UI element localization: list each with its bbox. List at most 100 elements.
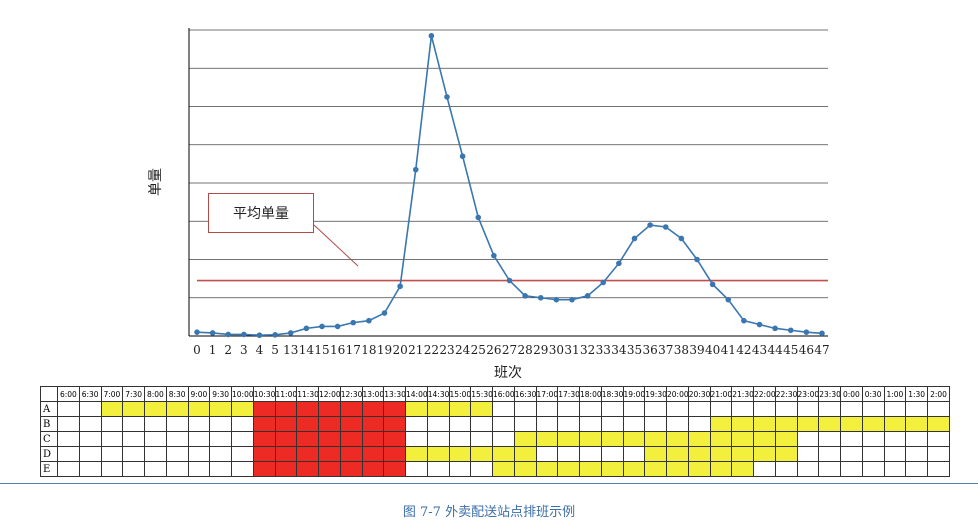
shift-cell [861, 446, 885, 462]
shift-cell [470, 446, 493, 462]
x-tick-label: 30 [549, 343, 564, 357]
shift-cell [861, 401, 885, 417]
shift-cell [252, 416, 276, 432]
shift-cell [883, 401, 907, 417]
shift-cell [535, 461, 559, 477]
time-header: 12:00 [318, 386, 341, 402]
data-point [600, 279, 607, 286]
shift-cell [927, 416, 950, 432]
schedule-header-row: 6:00 6:30 7:00 7:30 8:00 8:30 9:00 9:30 10:00 10:… [40, 386, 950, 402]
shift-cell [927, 446, 950, 462]
x-tick-label: 4 [256, 343, 264, 357]
data-point [787, 327, 794, 334]
shift-cell [339, 416, 363, 432]
shift-cell [100, 446, 124, 462]
shift-cell [383, 416, 406, 432]
shift-cell [296, 401, 319, 417]
shift-cell [905, 461, 928, 477]
schedule-row: C [40, 431, 950, 447]
shift-cell [100, 401, 124, 417]
shift-cell [231, 401, 254, 417]
shift-cell [165, 401, 189, 417]
schedule-row: D [40, 446, 950, 462]
time-header: 11:00 [274, 386, 298, 402]
schedule-row: E [40, 461, 950, 477]
x-tick-label: 35 [627, 343, 642, 357]
shift-cell [339, 401, 363, 417]
shift-cell [361, 401, 385, 417]
time-header: 14:30 [426, 386, 450, 402]
shift-cell [861, 461, 885, 477]
data-point [678, 235, 685, 242]
data-points [194, 32, 825, 339]
shift-cell [252, 461, 276, 477]
shift-cell [861, 416, 885, 432]
shift-cell [165, 461, 189, 477]
data-point [694, 256, 700, 263]
shift-cell [122, 446, 145, 462]
shift-cell [622, 446, 646, 462]
data-point [444, 94, 450, 100]
x-axis-title: 班次 [494, 365, 522, 380]
shift-cell [209, 446, 232, 462]
data-point [491, 252, 497, 259]
shift-cell [774, 446, 798, 462]
data-point [584, 293, 591, 299]
x-tick-label: 36 [642, 343, 657, 357]
shift-cell [405, 431, 428, 447]
data-point [709, 281, 716, 288]
shift-cell [78, 416, 102, 432]
shift-cell [513, 401, 537, 417]
shift-cell [840, 401, 863, 417]
shift-cell [774, 416, 798, 432]
shift-cell [492, 461, 515, 477]
shift-cell [100, 431, 124, 447]
x-tick-label: 28 [517, 343, 532, 357]
shift-cell [144, 416, 167, 432]
shift-cell [296, 431, 319, 447]
shift-cell [579, 416, 602, 432]
shift-cell [796, 401, 820, 417]
shift-cell [318, 416, 341, 432]
shift-cell [622, 416, 646, 432]
shift-cell [144, 401, 167, 417]
line-chart: 0 1 2 3 4 5 13 14 15 16 17 18 19 20 21 22 23 24 25 26 27 28 29… [148, 28, 830, 380]
shift-cell [840, 461, 863, 477]
x-tick-label: 34 [611, 343, 627, 357]
shift-cell [535, 446, 559, 462]
shift-cell [144, 446, 167, 462]
row-label: D [40, 446, 58, 462]
shift-cell [513, 431, 537, 447]
shift-cell [231, 461, 254, 477]
data-point [772, 325, 778, 332]
data-point [819, 330, 825, 337]
time-header: 9:00 [187, 386, 211, 402]
shift-cell [709, 446, 733, 462]
shift-cell [165, 446, 189, 462]
shift-cell [144, 461, 167, 477]
shift-cell [687, 431, 711, 447]
shift-cell [905, 431, 928, 447]
time-header: 6:30 [78, 386, 102, 402]
row-label: E [40, 461, 58, 477]
shift-cell [622, 401, 646, 417]
data-point [334, 323, 341, 330]
shift-cell [231, 446, 254, 462]
time-header: 15:00 [448, 386, 472, 402]
shift-cell [470, 431, 493, 447]
shift-cell [296, 446, 319, 462]
shift-cell [579, 461, 602, 477]
shift-cell [296, 461, 319, 477]
x-tick-label: 22 [424, 343, 439, 357]
shift-cell [426, 431, 450, 447]
data-point [569, 296, 575, 303]
time-header: 7:30 [122, 386, 145, 402]
shift-cell [405, 416, 428, 432]
time-header: 1:30 [905, 386, 928, 402]
data-point [647, 222, 653, 228]
shift-cell [687, 446, 711, 462]
shift-cell [100, 416, 124, 432]
shift-cell [361, 416, 385, 432]
shift-cell [274, 461, 298, 477]
shift-cell [231, 416, 254, 432]
